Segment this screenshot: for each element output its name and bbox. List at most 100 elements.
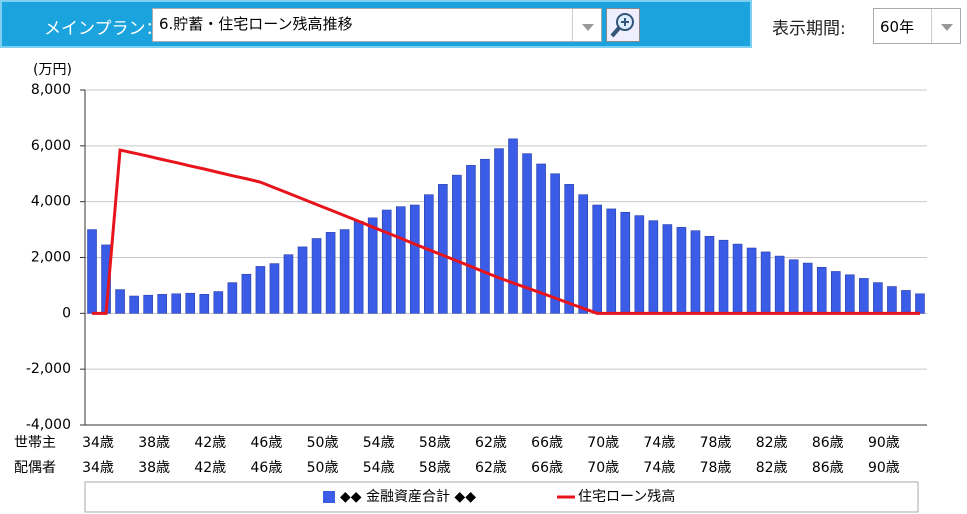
bar <box>424 194 434 314</box>
bar <box>311 238 322 314</box>
bar <box>241 273 252 314</box>
x-tick-label: 42歳 <box>194 435 226 451</box>
bar <box>494 148 504 314</box>
bar <box>87 229 97 314</box>
bar <box>157 294 167 314</box>
x-tick-label: 66歳 <box>531 435 563 451</box>
x-tick-label: 58歳 <box>419 435 451 451</box>
line <box>92 148 920 315</box>
period-select[interactable]: 60年 <box>873 8 961 44</box>
bar <box>438 184 448 314</box>
bar <box>592 204 603 314</box>
bar <box>802 262 813 314</box>
bar <box>830 271 841 314</box>
bar <box>676 227 687 314</box>
bar <box>662 224 673 314</box>
bar <box>297 246 308 314</box>
x-tick-label: 82歳 <box>756 460 788 476</box>
bar <box>381 209 392 314</box>
legend-label: 住宅ローン残高 <box>578 488 675 505</box>
x-tick-label: 74歳 <box>643 435 675 451</box>
bar <box>480 158 490 314</box>
bar <box>746 247 757 314</box>
legend <box>84 481 919 513</box>
bar <box>339 229 350 314</box>
bar <box>564 184 574 314</box>
period-value: 60年 <box>880 18 915 36</box>
plan-value: 6.貯蓄・住宅ローン残高推移 <box>159 15 353 33</box>
bar <box>774 255 785 314</box>
x-tick-label: 62歳 <box>475 460 507 476</box>
bar <box>887 286 897 314</box>
bar <box>199 294 210 314</box>
bar <box>859 278 869 314</box>
x-tick-label: 70歳 <box>587 435 619 451</box>
bar <box>466 165 476 314</box>
x-tick-label: 50歳 <box>307 460 339 476</box>
bar <box>101 244 111 314</box>
x-tick-label: 46歳 <box>251 435 283 451</box>
y-tick-label: 8,000 <box>31 82 71 98</box>
x-tick-label: 70歳 <box>587 460 619 476</box>
bar <box>143 294 153 314</box>
x-tick-label: 90歳 <box>868 435 900 451</box>
bar <box>690 230 701 314</box>
bar <box>704 235 715 314</box>
toolbar: メインプラン： 6.貯蓄・住宅ローン残高推移 <box>0 0 752 48</box>
bar <box>129 295 139 314</box>
bar <box>901 290 911 314</box>
bar <box>760 251 771 314</box>
y-tick-label: -4,000 <box>26 417 71 433</box>
bar <box>353 220 364 314</box>
x-tick-label: 50歳 <box>307 435 339 451</box>
bar <box>508 138 518 314</box>
bar <box>185 292 196 314</box>
bar <box>395 206 406 314</box>
bar <box>325 232 336 314</box>
bar <box>522 153 532 314</box>
bar <box>171 293 182 314</box>
x-tick-label: 38歳 <box>138 460 170 476</box>
x-tick-label: 38歳 <box>138 435 170 451</box>
y-tick-label: 4,000 <box>31 194 71 210</box>
legend-label: ◆◆ 金融資産合計 ◆◆ <box>340 489 476 505</box>
row-name: 配偶者 <box>14 460 56 476</box>
x-tick-label: 66歳 <box>531 460 563 476</box>
bar <box>269 263 280 314</box>
y-tick-label: 0 <box>62 305 71 321</box>
period-label: 表示期間: <box>772 19 846 39</box>
bar <box>227 282 238 314</box>
x-tick-label: 62歳 <box>475 435 507 451</box>
x-tick-label: 90歳 <box>868 460 900 476</box>
x-tick-label: 42歳 <box>194 460 226 476</box>
bar <box>550 173 560 314</box>
bar <box>578 194 588 314</box>
bar <box>213 291 224 314</box>
x-tick-label: 46歳 <box>251 460 283 476</box>
x-tick-label: 86歳 <box>812 435 844 451</box>
x-tick-label: 86歳 <box>812 460 844 476</box>
bar <box>845 274 855 314</box>
bar <box>732 243 743 314</box>
bar <box>115 289 125 314</box>
x-tick-label: 78歳 <box>700 435 732 451</box>
y-unit: (万円) <box>33 62 72 78</box>
x-tick-label: 74歳 <box>643 460 675 476</box>
y-tick-label: 2,000 <box>31 250 71 266</box>
x-tick-label: 58歳 <box>419 460 451 476</box>
x-tick-label: 54歳 <box>363 460 395 476</box>
y-tick-label: -2,000 <box>26 361 71 377</box>
x-tick-label: 34歳 <box>82 435 114 451</box>
bar <box>873 282 883 314</box>
x-tick-label: 82歳 <box>756 435 788 451</box>
bar <box>255 266 266 314</box>
bar <box>788 259 799 314</box>
bar <box>283 254 294 314</box>
bar <box>648 220 659 314</box>
bar <box>409 204 420 314</box>
zoom-button[interactable] <box>606 8 640 42</box>
plan-select[interactable]: 6.貯蓄・住宅ローン残高推移 <box>152 8 602 42</box>
plan-label: メインプラン： <box>44 19 163 39</box>
